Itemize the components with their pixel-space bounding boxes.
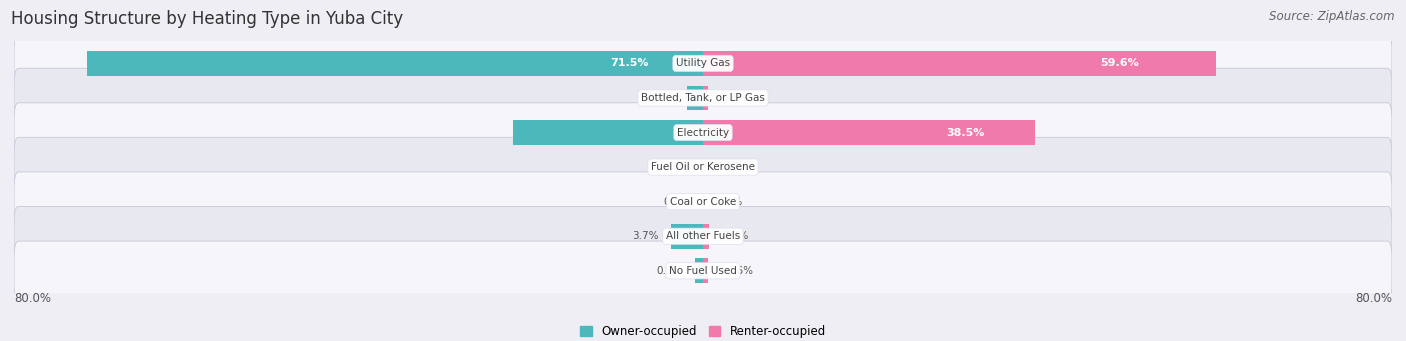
Text: 38.5%: 38.5%: [946, 128, 984, 137]
Text: Fuel Oil or Kerosene: Fuel Oil or Kerosene: [651, 162, 755, 172]
FancyBboxPatch shape: [14, 137, 1392, 197]
Bar: [695, 258, 703, 283]
Bar: [703, 258, 707, 283]
Text: 22.1%: 22.1%: [675, 128, 713, 137]
Text: 0.7%: 0.7%: [721, 231, 748, 241]
Text: 0.0%: 0.0%: [664, 197, 690, 207]
Text: All other Fuels: All other Fuels: [666, 231, 740, 241]
Bar: [703, 224, 709, 249]
Bar: [703, 51, 1216, 76]
Bar: [513, 120, 703, 145]
Text: Electricity: Electricity: [676, 128, 730, 137]
FancyBboxPatch shape: [14, 103, 1392, 162]
Text: 0.9%: 0.9%: [657, 266, 682, 276]
Text: Coal or Coke: Coal or Coke: [669, 197, 737, 207]
FancyBboxPatch shape: [14, 241, 1392, 300]
Text: 80.0%: 80.0%: [14, 292, 51, 305]
FancyBboxPatch shape: [14, 207, 1392, 266]
Text: 0.0%: 0.0%: [716, 197, 742, 207]
Text: Source: ZipAtlas.com: Source: ZipAtlas.com: [1270, 10, 1395, 23]
Text: Bottled, Tank, or LP Gas: Bottled, Tank, or LP Gas: [641, 93, 765, 103]
Text: 3.7%: 3.7%: [631, 231, 658, 241]
Text: 0.56%: 0.56%: [721, 266, 754, 276]
Text: 80.0%: 80.0%: [1355, 292, 1392, 305]
Text: 0.0%: 0.0%: [664, 162, 690, 172]
Legend: Owner-occupied, Renter-occupied: Owner-occupied, Renter-occupied: [575, 321, 831, 341]
FancyBboxPatch shape: [14, 172, 1392, 232]
Text: 0.6%: 0.6%: [721, 93, 748, 103]
Text: 0.05%: 0.05%: [716, 162, 749, 172]
Text: Housing Structure by Heating Type in Yuba City: Housing Structure by Heating Type in Yub…: [11, 10, 404, 28]
Text: 71.5%: 71.5%: [610, 58, 650, 69]
Bar: [703, 120, 1035, 145]
Bar: [671, 224, 703, 249]
Text: 1.8%: 1.8%: [648, 93, 675, 103]
Text: No Fuel Used: No Fuel Used: [669, 266, 737, 276]
Bar: [703, 86, 709, 110]
Bar: [87, 51, 703, 76]
Bar: [688, 86, 703, 110]
Text: Utility Gas: Utility Gas: [676, 58, 730, 69]
Text: 59.6%: 59.6%: [1101, 58, 1139, 69]
FancyBboxPatch shape: [14, 68, 1392, 128]
FancyBboxPatch shape: [14, 34, 1392, 93]
